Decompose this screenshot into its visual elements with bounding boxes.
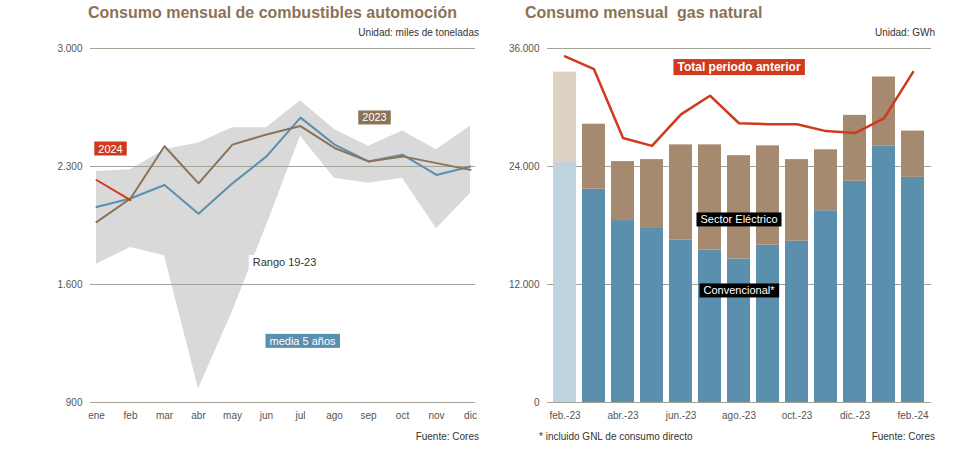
svg-text:feb: feb [124, 410, 138, 421]
svg-text:abr.-23: abr.-23 [607, 410, 639, 421]
svg-text:Convencional*: Convencional* [704, 284, 776, 296]
svg-text:jul: jul [294, 410, 305, 421]
html-text:Consumo mensual de combustible: Consumo mensual de combustibles automoci… [88, 4, 457, 21]
svg-text:2023: 2023 [362, 111, 386, 123]
svg-text:media 5 años: media 5 años [269, 335, 336, 347]
html-text:Fuente: Cores: Fuente: Cores [415, 431, 479, 442]
svg-text:abr: abr [191, 410, 206, 421]
svg-text:may: may [223, 410, 242, 421]
svg-text:36.000: 36.000 [509, 43, 540, 54]
html-text:* incluido GNL de consumo dire: * incluido GNL de consumo directo [539, 431, 693, 442]
svg-text:oct.-23: oct.-23 [782, 410, 813, 421]
html-text:Unidad: miles de toneladas: Unidad: miles de toneladas [358, 27, 479, 38]
svg-text:Sector Eléctrico: Sector Eléctrico [700, 213, 777, 225]
svg-text:ene: ene [88, 410, 105, 421]
svg-text:dic.-23: dic.-23 [840, 410, 870, 421]
svg-text:3.000: 3.000 [57, 43, 82, 54]
html-text:Consumo mensual gas natural: Consumo mensual gas natural [525, 4, 763, 21]
svg-text:Rango 19-23: Rango 19-23 [253, 256, 317, 268]
html-text:Fuente: Cores: Fuente: Cores [871, 431, 935, 442]
svg-text:1.600: 1.600 [57, 279, 82, 290]
svg-text:Total periodo anterior: Total periodo anterior [677, 60, 800, 74]
svg-text:2024: 2024 [98, 143, 122, 155]
svg-text:24.000: 24.000 [509, 161, 540, 172]
html-text:Unidad: GWh: Unidad: GWh [875, 27, 935, 38]
svg-text:mar: mar [156, 410, 174, 421]
svg-text:dic: dic [464, 410, 477, 421]
svg-text:ago: ago [326, 410, 343, 421]
svg-text:jun: jun [259, 410, 273, 421]
svg-text:oct: oct [396, 410, 410, 421]
svg-text:feb.-24: feb.-24 [897, 410, 929, 421]
svg-text:0: 0 [534, 397, 540, 408]
svg-text:2.300: 2.300 [57, 161, 82, 172]
svg-text:ago.-23: ago.-23 [722, 410, 756, 421]
svg-text:12.000: 12.000 [509, 279, 540, 290]
svg-text:nov: nov [428, 410, 444, 421]
svg-text:sep: sep [360, 410, 377, 421]
svg-text:feb.-23: feb.-23 [549, 410, 581, 421]
svg-text:jun.-23: jun.-23 [665, 410, 697, 421]
svg-text:900: 900 [66, 397, 83, 408]
